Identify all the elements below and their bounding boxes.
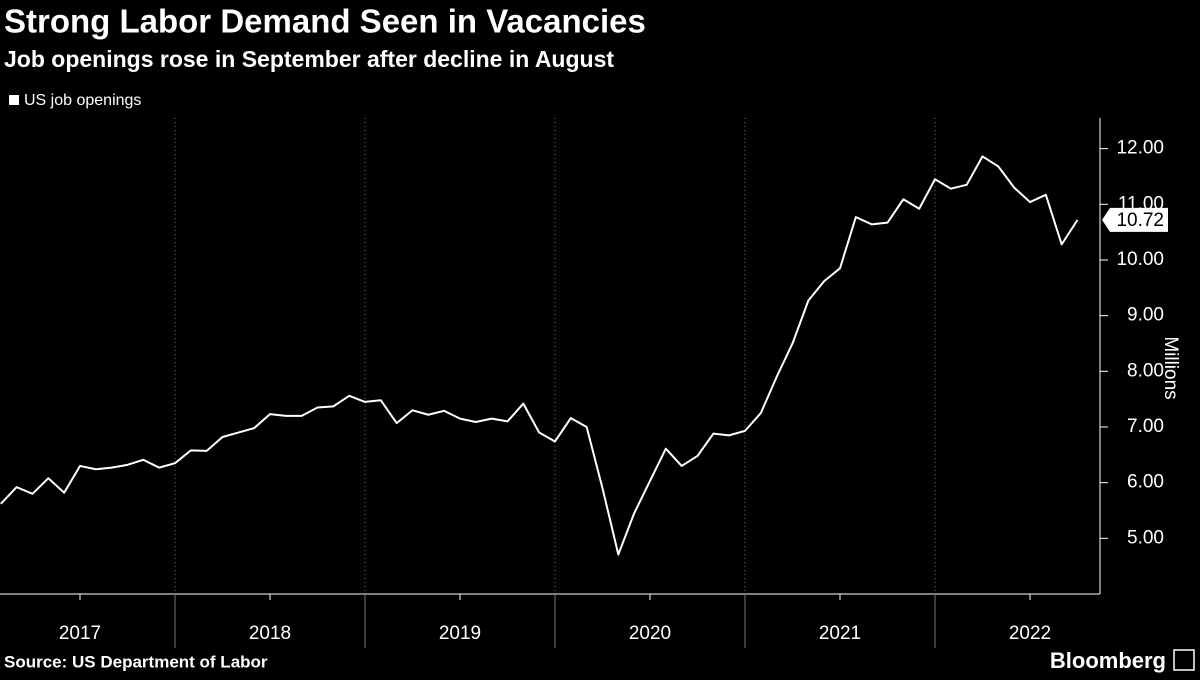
brand-icon — [1173, 649, 1195, 671]
y-tick-label: 8.00 — [1127, 360, 1164, 381]
y-tick-label: 5.00 — [1127, 527, 1164, 548]
y-tick-label: 10.00 — [1116, 249, 1164, 270]
y-tick-label: 12.00 — [1116, 138, 1164, 159]
brand: Bloomberg — [1050, 648, 1166, 673]
last-value-label: 10.72 — [1116, 210, 1164, 231]
legend-label: US job openings — [24, 92, 141, 109]
last-value-box — [1102, 207, 1168, 232]
line-series — [0, 155, 1079, 556]
x-tick-label: 2019 — [439, 623, 481, 644]
x-tick-label: 2021 — [819, 623, 861, 644]
y-tick-label: 7.00 — [1127, 416, 1164, 437]
y-tick-label: 9.00 — [1127, 305, 1164, 326]
legend-swatch — [9, 95, 19, 105]
chart-title: Strong Labor Demand Seen in Vacancies — [4, 3, 646, 40]
x-tick-label: 2020 — [629, 623, 671, 644]
x-tick-label: 2022 — [1009, 623, 1051, 644]
y-axis-label: Millions — [1160, 336, 1181, 399]
x-tick-label: 2017 — [59, 623, 101, 644]
x-tick-label: 2018 — [249, 623, 291, 644]
chart-subtitle: Job openings rose in September after dec… — [4, 46, 614, 72]
source: Source: US Department of Labor — [4, 652, 268, 671]
y-tick-label: 6.00 — [1127, 472, 1164, 493]
